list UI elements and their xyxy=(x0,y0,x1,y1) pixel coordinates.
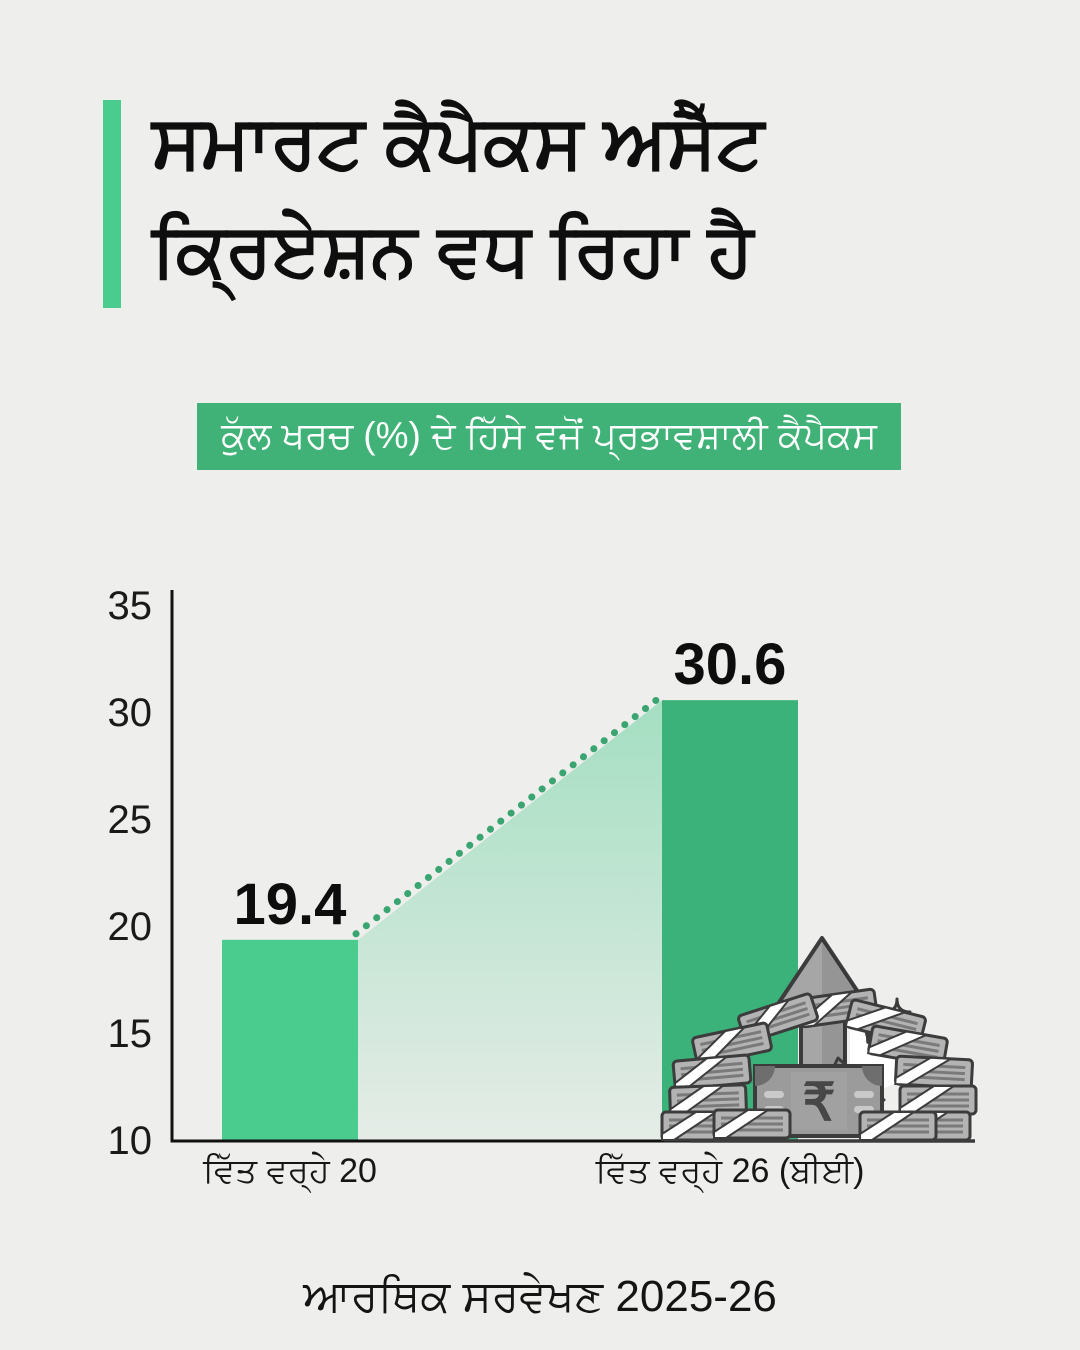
trend-fill-area xyxy=(358,700,662,1141)
money-growth-illustration: ₹ xyxy=(660,936,978,1143)
banknote-stacks-front xyxy=(712,1108,938,1142)
bar-value-label: 19.4 xyxy=(234,872,347,937)
y-axis-ticks: 35 30 25 20 15 10 xyxy=(108,584,153,1163)
trend-dotted-line xyxy=(352,690,668,938)
y-tick-label: 20 xyxy=(108,905,153,949)
page-title-line-2: ਕ੍ਰਿਏਸ਼ਨ ਵਧ ਰਿਹਾ ਹੈ xyxy=(152,208,754,291)
bundle-wrapper xyxy=(894,1056,955,1086)
page-title-line-1: ਸਮਾਰਟ ਕੈਪੈਕਸ ਅਸੈੱਟ xyxy=(152,100,764,183)
banknote-bundle-icon xyxy=(858,1110,938,1142)
banknote-bundle-icon xyxy=(866,1024,949,1068)
bar-chart: 35 30 25 20 15 10 19.4 ਵਿੱਤ ਵਰ੍ਹੇ 20 30.6 ਵਿੱਤ ਵ… xyxy=(108,584,978,1194)
y-tick-label: 30 xyxy=(108,691,153,735)
bundle-wrapper xyxy=(661,1111,720,1141)
banknote-bundle-icon xyxy=(898,1084,978,1116)
bundle-wrapper xyxy=(844,1006,909,1031)
bundle-wrapper xyxy=(866,1030,930,1057)
title-accent-bar xyxy=(103,100,121,308)
chart-title-banner: ਕੁੱਲ ਖਰਚ (%) ਦੇ ਹਿੱਸੇ ਵਜੋਂ ਪ੍ਰਭਾਵਸ਼ਾਲੀ ਕ… xyxy=(197,403,901,470)
x-axis-label: ਵਿੱਤ ਵਰ੍ਹੇ 20 xyxy=(202,1152,377,1194)
y-tick-label: 15 xyxy=(108,1012,153,1056)
trend-dotted-line-path xyxy=(352,690,668,938)
banknote-bundle-icon xyxy=(712,1108,792,1140)
x-axis-label: ਵਿੱਤ ਵਰ੍ਹੇ 26 (ਬੀਈ) xyxy=(594,1152,864,1194)
trend-fill-polygon xyxy=(358,700,662,1141)
y-tick-label: 35 xyxy=(108,584,153,628)
banknote-bundle-icon xyxy=(894,1054,974,1090)
y-tick-label: 10 xyxy=(108,1119,153,1163)
bar-0 xyxy=(222,939,358,1141)
footer-source: ਆਰਥਿਕ ਸਰਵੇਖਣ 2025-26 xyxy=(303,1272,777,1321)
banknote-stacks-back xyxy=(660,987,978,1142)
bar-labels: 19.4 ਵਿੱਤ ਵਰ੍ਹੇ 20 30.6 ਵਿੱਤ ਵਰ੍ਹੇ 26 (ਬੀਈ) xyxy=(202,632,865,1194)
banknote-bundle-icon xyxy=(668,1083,748,1117)
bar-value-label: 30.6 xyxy=(674,632,787,697)
rupee-symbol: ₹ xyxy=(802,1074,835,1132)
chart-title: ਕੁੱਲ ਖਰਚ (%) ਦੇ ਹਿੱਸੇ ਵਜੋਂ ਪ੍ਰਭਾਵਸ਼ਾਲੀ ਕ… xyxy=(221,415,877,456)
page-title: ਸਮਾਰਟ ਕੈਪੈਕਸ ਅਸੈੱਟ ਕ੍ਰਿਏਸ਼ਨ ਵਧ ਰਿਹਾ ਹੈ xyxy=(152,88,1032,304)
y-tick-label: 25 xyxy=(108,798,153,842)
bundle-wrapper xyxy=(713,1109,772,1139)
